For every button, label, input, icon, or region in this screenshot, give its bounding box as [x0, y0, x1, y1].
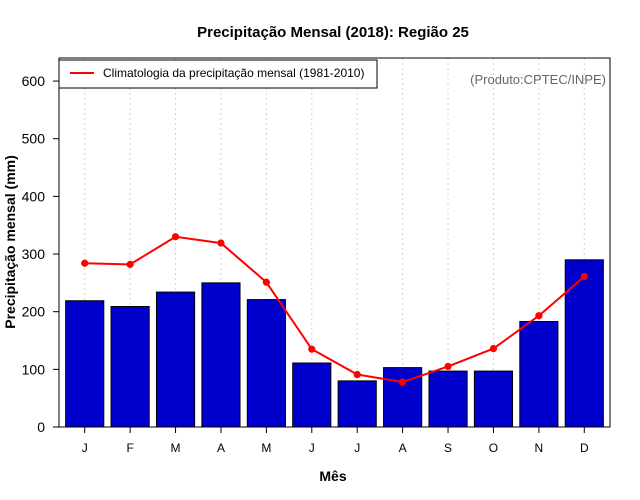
bar-m-3	[155, 291, 196, 428]
climatology-point-10	[489, 344, 498, 353]
bar-d-12	[564, 259, 604, 428]
bar-j-1	[65, 300, 105, 428]
x-tick-label: M	[171, 441, 181, 455]
climatology-series-line	[84, 235, 585, 384]
grid-lines	[84, 58, 585, 427]
x-axis-label: Mês	[319, 468, 346, 484]
y-tick-label: 500	[22, 131, 46, 147]
x-tick-label: N	[535, 441, 544, 455]
x-tick-label: O	[489, 441, 498, 455]
climatology-line	[81, 233, 588, 386]
legend-box	[58, 59, 378, 89]
x-tick-label: M	[261, 441, 271, 455]
bar-s-9	[428, 370, 468, 428]
bar-f-2	[110, 305, 150, 428]
x-tick-label: S	[444, 441, 452, 455]
y-tick-label: 300	[22, 246, 46, 262]
climatology-point-1	[81, 259, 89, 267]
climatology-point-7	[353, 370, 361, 379]
plot-frame	[58, 57, 611, 428]
y-axis-label: Precipitação mensal (mm)	[2, 155, 18, 329]
climatology-point-4	[217, 239, 225, 247]
y-tick-label: 100	[22, 361, 46, 377]
climatology-point-11	[535, 312, 543, 320]
bars	[65, 259, 604, 428]
bar-a-4	[201, 282, 241, 428]
bar-o-10	[473, 370, 514, 428]
x-tick-label: A	[217, 441, 225, 455]
climatology-point-5	[262, 278, 270, 286]
bar-j-7	[337, 380, 377, 428]
y-tick-label: 200	[22, 304, 46, 320]
legend-label: Climatologia da precipitação mensal (198…	[103, 66, 364, 80]
climatology-point-3	[171, 233, 180, 241]
climatology-point-6	[308, 345, 316, 353]
x-tick-label: J	[354, 441, 360, 455]
y-tick-label: 0	[37, 419, 45, 435]
x-tick-label: F	[126, 441, 133, 455]
chart-title: Precipitação Mensal (2018): Região 25	[197, 24, 469, 41]
bar-n-11	[519, 320, 559, 428]
y-tick-label: 600	[22, 73, 46, 89]
y-axis: 0 100 200 300 400 500 600	[22, 73, 59, 435]
x-tick-label: J	[82, 441, 88, 455]
bar-m-5	[246, 299, 286, 428]
x-tick-label: J	[309, 441, 315, 455]
credit-annotation: (Produto:CPTEC/INPE)	[470, 72, 606, 87]
x-tick-label: D	[580, 441, 589, 455]
y-tick-label: 400	[22, 188, 46, 204]
climatology-point-2	[126, 260, 134, 269]
climatology-point-12	[580, 272, 588, 281]
climatology-point-8	[399, 378, 407, 386]
x-tick-label: A	[399, 441, 407, 455]
bar-j-6	[292, 362, 332, 428]
climatology-point-9	[444, 362, 452, 371]
legend: Climatologia da precipitação mensal (198…	[58, 59, 378, 89]
